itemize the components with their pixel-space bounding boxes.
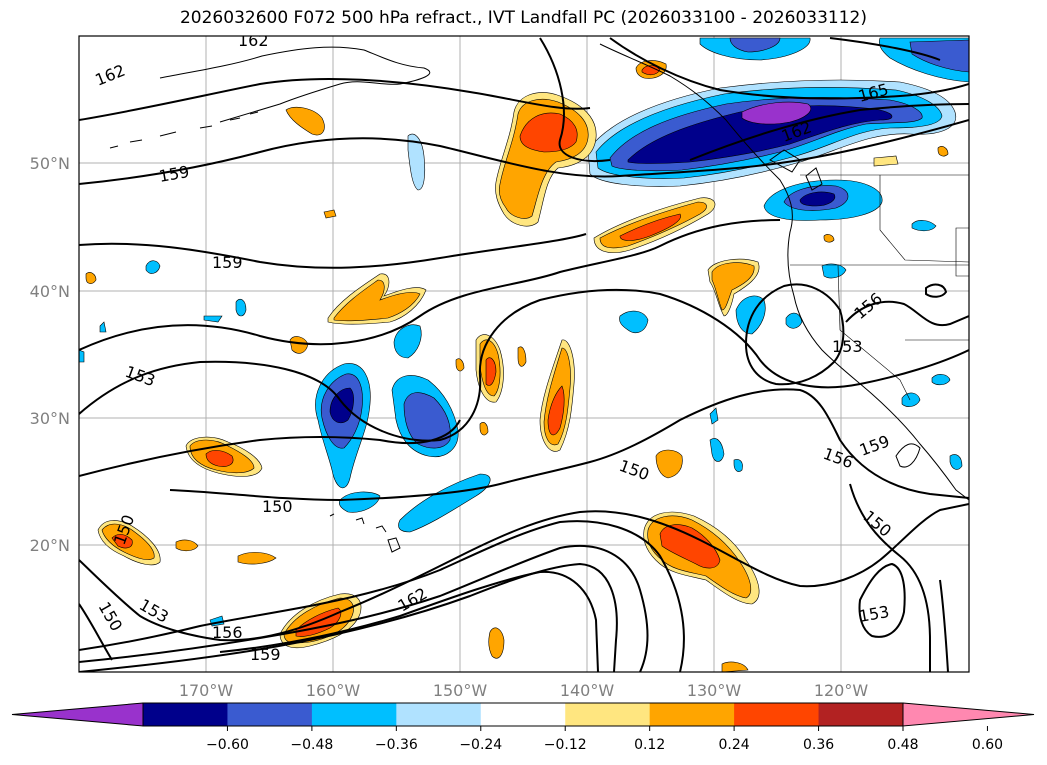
colorbar-extension-low <box>11 702 144 727</box>
colorbar-segment <box>734 703 820 726</box>
colorbar-tick-label: 0.24 <box>719 737 750 753</box>
lat-tick-label: 20°N <box>30 536 70 555</box>
colorbar-ticks: −0.60 −0.48 −0.36 −0.24 −0.12 0.12 0.24 0.36 0.4… <box>206 726 1003 753</box>
canada-coast <box>599 43 969 501</box>
colorbar-tick-label: −0.48 <box>290 737 333 753</box>
contour-label: 162 <box>238 31 269 50</box>
colorbar-segment <box>818 703 904 726</box>
lon-tick-label: 140°W <box>560 681 615 700</box>
colorbar-tick-label: −0.60 <box>206 737 249 753</box>
lon-tick-label: 120°W <box>814 681 869 700</box>
lat-tick-label: 30°N <box>30 409 70 428</box>
longitude-axis: 170°W 160°W 150°W 140°W 130°W 120°W <box>179 681 869 700</box>
map-panel: 162 162 159 159 153 150 150 150 153 156 … <box>79 31 969 672</box>
colorbar-tick-label: 0.48 <box>887 737 918 753</box>
colorbar-tick-label: −0.36 <box>375 737 418 753</box>
lat-tick-label: 40°N <box>30 282 70 301</box>
colorbar-extension-high <box>902 702 1035 727</box>
colorbar-segments <box>11 702 1035 727</box>
lon-tick-label: 150°W <box>433 681 488 700</box>
map-title: 2026032600 F072 500 hPa refract., IVT La… <box>179 8 867 28</box>
latitude-axis: 50°N 40°N 30°N 20°N <box>30 154 70 555</box>
alaska-coast <box>159 46 431 123</box>
colorbar-tick-label: 0.60 <box>972 737 1003 753</box>
coastlines <box>109 43 969 553</box>
hawaii-islands <box>329 513 401 553</box>
colorbar-tick-label: 0.12 <box>634 737 665 753</box>
colorbar-segment <box>565 703 651 726</box>
colorbar: −0.60 −0.48 −0.36 −0.24 −0.12 0.12 0.24 0.36 0.4… <box>11 702 1035 753</box>
contour-label: 159 <box>212 253 243 272</box>
lon-tick-label: 160°W <box>306 681 361 700</box>
colorbar-tick-label: −0.24 <box>459 737 502 753</box>
colorbar-segment <box>649 703 735 726</box>
colorbar-tick-label: −0.12 <box>544 737 587 753</box>
colorbar-segment <box>480 703 566 726</box>
lat-tick-label: 50°N <box>30 154 70 173</box>
lon-tick-label: 170°W <box>179 681 234 700</box>
colorbar-frame <box>142 702 904 727</box>
state-borders <box>790 174 969 401</box>
contour-label: 159 <box>250 645 281 664</box>
colorbar-segment <box>396 703 482 726</box>
colorbar-tick-label: 0.36 <box>803 737 834 753</box>
colorbar-segment <box>143 703 228 726</box>
contour-label: 150 <box>262 497 293 516</box>
colorbar-segment <box>311 703 397 726</box>
contour-label: 156 <box>212 623 243 642</box>
map-frame <box>78 35 970 673</box>
lon-tick-label: 130°W <box>687 681 742 700</box>
colorbar-segment <box>227 703 313 726</box>
refractivity-contours <box>79 37 969 672</box>
contour-label: 153 <box>832 337 863 356</box>
